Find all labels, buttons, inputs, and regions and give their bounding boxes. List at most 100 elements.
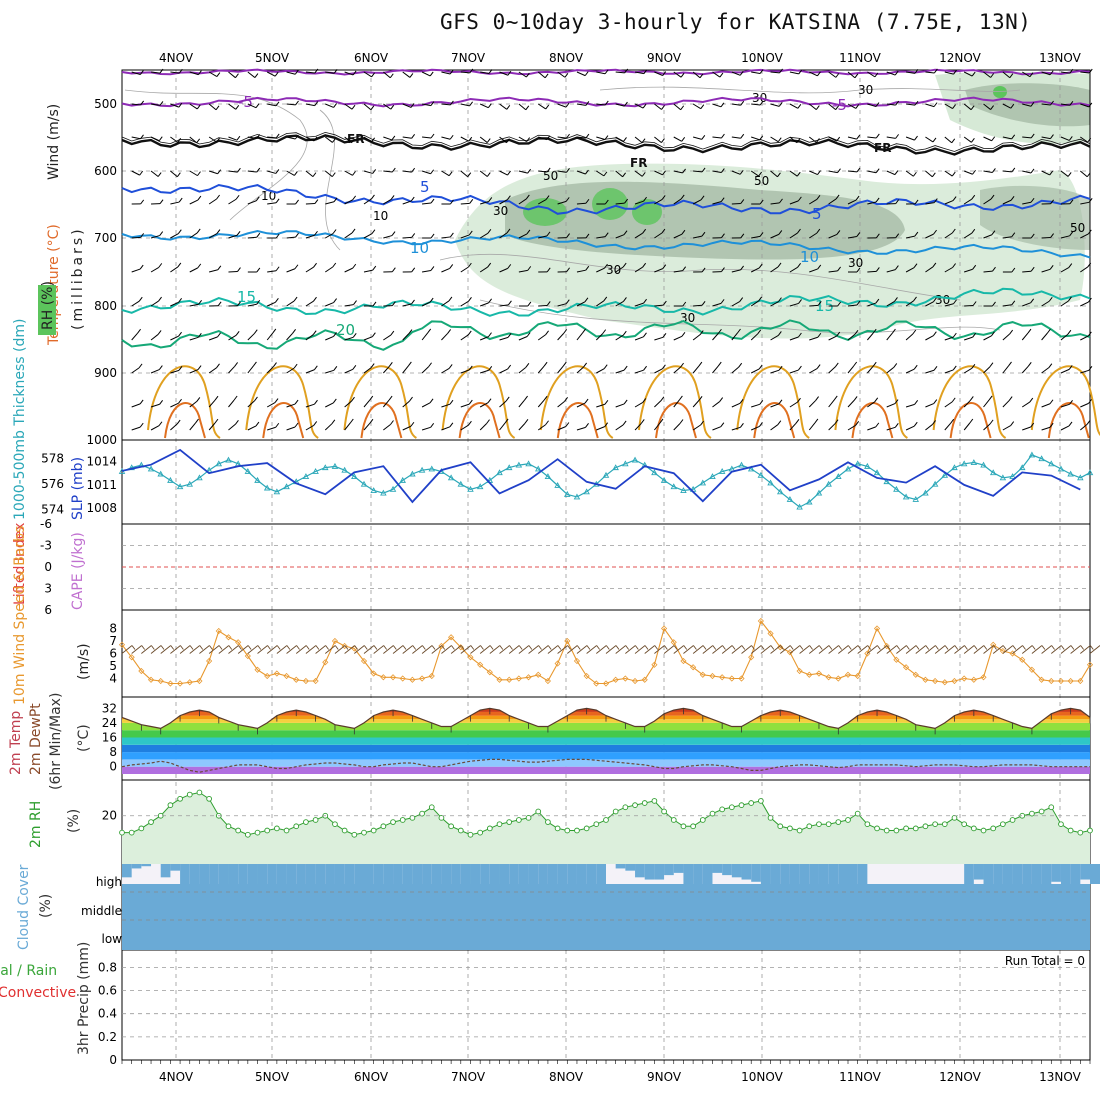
wind-barb [673,335,683,341]
cape-ylabel: CAPE (J/kg) [70,532,86,610]
wind10m-point [428,672,435,680]
wind10m-barb [537,645,549,654]
wind-barb [1010,195,1015,201]
wind-barb [1088,399,1092,404]
wind-barb [944,303,954,307]
wind-barb [390,330,395,336]
wind-barb [527,266,532,271]
wind-barb [699,330,704,335]
wind-barb [779,198,783,204]
wind-barb [1030,233,1035,239]
wind-barb [237,167,241,173]
wind-barb [738,362,743,368]
wind10m-barb [828,645,833,650]
wind-barb [538,235,548,239]
wind-barb [176,419,181,425]
wind-barb [983,136,992,142]
wind-barb [720,102,725,108]
wind-barb [1080,201,1090,205]
wind10m-barb [557,645,568,654]
wind-barb [353,300,357,305]
wind10m-barb [847,645,852,650]
thickness-point [389,485,397,492]
temp-band [122,730,1090,738]
freezing-level-double [121,131,1091,152]
wind-barb [933,198,938,203]
cloud-high-bar [702,864,713,884]
wind-barb [925,103,935,108]
wind-barb [1002,71,1011,79]
wind-barb [441,170,450,177]
cloud-high-bar [547,864,559,884]
lifted-ylabel: Lifted Index [12,523,28,605]
wind10m-barb [431,645,443,654]
wind-barb [441,103,451,106]
rh2m-point [661,808,667,815]
cloud-high-bar [780,864,791,884]
rh2m-point [825,821,832,828]
wind-barb [562,361,567,367]
warm-contour-25 [1030,365,1100,436]
rh2m-point [806,823,813,830]
wind-barb [139,422,144,428]
wind10m-point [331,637,339,645]
thickness-point [322,464,329,471]
thickness-point [709,473,716,479]
wind-barb [692,365,700,374]
wind10m-barb [760,645,765,650]
wind-barb [1060,333,1069,341]
wind-barb [789,232,798,239]
date-label-bottom: 13NOV [1039,1070,1081,1084]
cloud-high-bg [944,864,955,884]
wind-barb [643,298,647,304]
wind-barb [140,134,144,140]
wind-barb [731,402,741,408]
wind-barb [1030,101,1035,107]
wind-barb [460,202,470,205]
wind-barb [740,199,745,204]
wind-barb [479,302,489,307]
rh-legend: RH (%) [38,281,56,335]
wind-barb [759,69,764,74]
wind-barb [236,135,241,141]
wind-barb [720,299,725,304]
wind-barb [352,333,357,338]
rh2m-point [932,821,938,828]
wind-barb [640,419,645,424]
pressure-tick-label: 600 [94,164,117,178]
wind10m-barb [228,645,239,654]
wind-barb [370,105,375,111]
wind10m-point [564,637,571,645]
wind-barb [778,297,782,302]
wind-barb [585,265,590,271]
wind-barb [344,136,352,144]
wind10m-barb [702,645,714,654]
wind-barb [1087,229,1092,235]
wind-barb [1041,426,1051,431]
wind-barb [894,399,899,404]
wind-barb [925,202,935,205]
cloud-level-label: middle [81,904,122,918]
wind10m-barb [1012,645,1023,654]
wind-barb [333,366,338,371]
rh2m-point [535,808,542,815]
wind10m-barb [625,645,630,650]
wind-barb [875,298,880,304]
wind-barb [196,228,201,234]
wind-barb [391,231,396,236]
wind10m-barb [915,645,927,654]
wind-barb [333,103,337,108]
wind-barb [1002,425,1011,431]
wind10m-point [893,656,900,663]
wind-barb [178,298,183,303]
wind-barb [305,300,314,307]
wind10m-point [631,677,639,685]
cloud-high-bar [1080,864,1091,880]
wind-barb [750,170,759,177]
wind10m-barb [905,645,917,654]
wind10m-point [380,674,387,681]
wind-barb [402,71,411,78]
wind-barb [1029,72,1034,77]
wind-barb [131,403,141,408]
wind-barb [518,366,527,374]
